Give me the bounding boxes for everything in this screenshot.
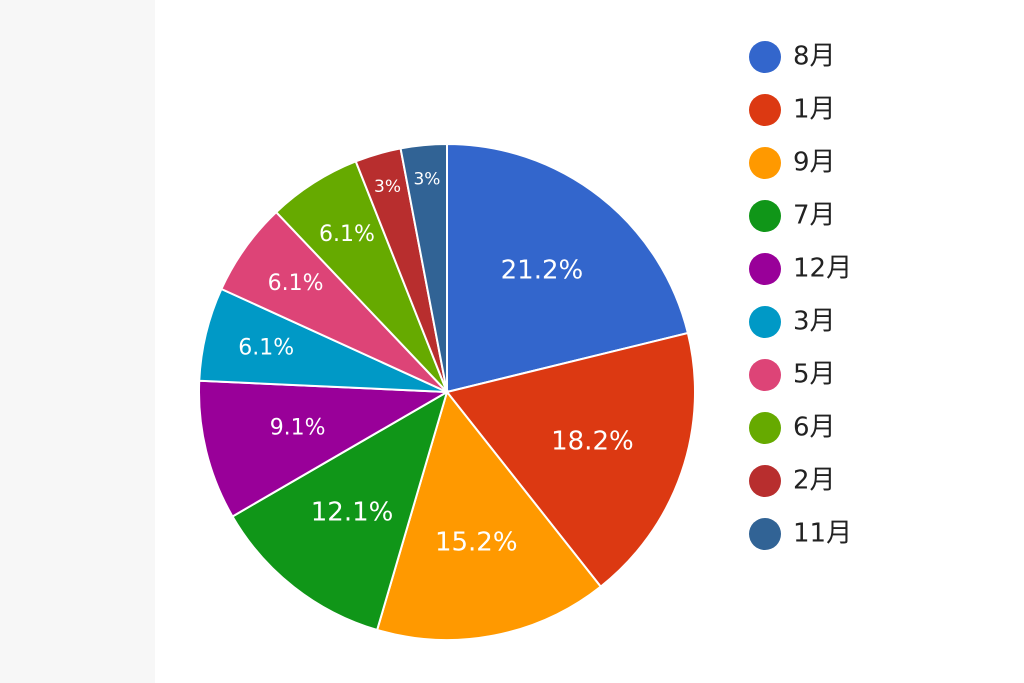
slice-label: 12.1%: [311, 497, 394, 527]
legend-label: 1月: [793, 95, 836, 125]
slice-label: 21.2%: [501, 256, 584, 286]
slice-label: 9.1%: [270, 416, 326, 441]
legend-label: 7月: [793, 201, 836, 231]
legend-label: 9月: [793, 148, 836, 178]
pie-slice: [446, 142, 690, 394]
legend-marker: [749, 412, 781, 444]
pie-slice: [198, 379, 451, 518]
legend-marker: [749, 359, 781, 391]
legend-marker: [749, 147, 781, 179]
slice-label: 18.2%: [551, 426, 634, 456]
legend-marker: [749, 94, 781, 126]
legend-marker: [749, 518, 781, 550]
pie-slice: [375, 389, 603, 641]
legend-label: 3月: [793, 307, 836, 337]
legend-marker: [749, 306, 781, 338]
slice-label: 6.1%: [319, 222, 375, 247]
slice-label: 3%: [413, 170, 440, 190]
legend-marker: [749, 41, 781, 73]
legend-marker: [749, 200, 781, 232]
slice-label: 15.2%: [435, 527, 518, 557]
legend-marker: [749, 253, 781, 285]
slice-label: 6.1%: [238, 335, 294, 360]
legend-label: 11月: [793, 519, 852, 549]
pie: 21.2% 18.2% 15.2% 12.1% 9.1% 6.1% 6.1% 6.1% 3% 3%: [198, 142, 696, 641]
legend-label: 8月: [793, 42, 836, 72]
pie-slice: [231, 389, 449, 632]
pie-slice: [445, 331, 696, 589]
legend-label: 6月: [793, 413, 836, 443]
slice-label: 3%: [374, 177, 401, 197]
legend-label: 12月: [793, 254, 852, 284]
legend-label: 2月: [793, 466, 836, 496]
legend-label: 5月: [793, 360, 836, 390]
pie-slice: [399, 142, 448, 393]
legend: 8月 1月 9月 7月 12月 3月 5月 6月 2月 11月: [749, 41, 852, 550]
legend-marker: [749, 465, 781, 497]
slice-label: 6.1%: [268, 271, 324, 296]
